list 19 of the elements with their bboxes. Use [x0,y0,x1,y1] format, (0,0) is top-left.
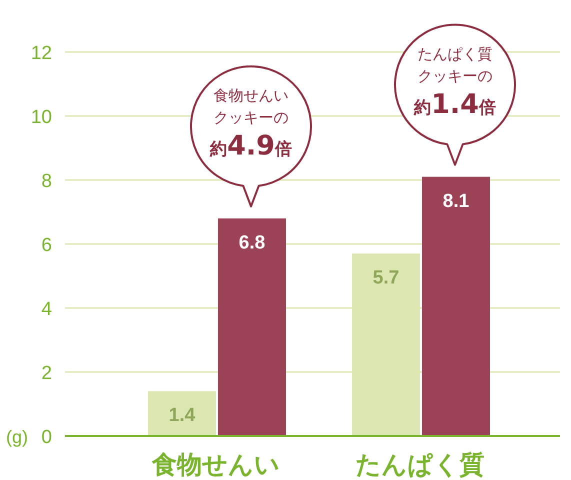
data-label: 1.4 [168,405,196,426]
bar [148,391,216,436]
y-tick-label: 10 [30,107,52,128]
data-label: 6.8 [238,232,266,254]
annotation: 食物せんいクッキーの約4.9倍 [209,86,292,162]
x-tick-label: 食物せんい [151,450,280,479]
y-tick-label: 4 [41,299,52,320]
y-tick-label: 0 [41,427,52,448]
data-label: 8.1 [442,190,470,212]
y-tick-label: 6 [41,235,52,256]
x-tick-label: たんぱく質 [356,450,484,479]
y-tick-label: 8 [41,171,52,192]
y-tick-label: 2 [41,363,52,384]
y-tick-label: 12 [30,43,52,64]
annotation: たんぱく質クッキーの約1.4倍 [413,44,496,120]
y-axis-title: (g) [6,427,28,447]
bar [218,218,286,436]
bar [422,176,490,436]
data-label: 5.7 [372,268,400,289]
